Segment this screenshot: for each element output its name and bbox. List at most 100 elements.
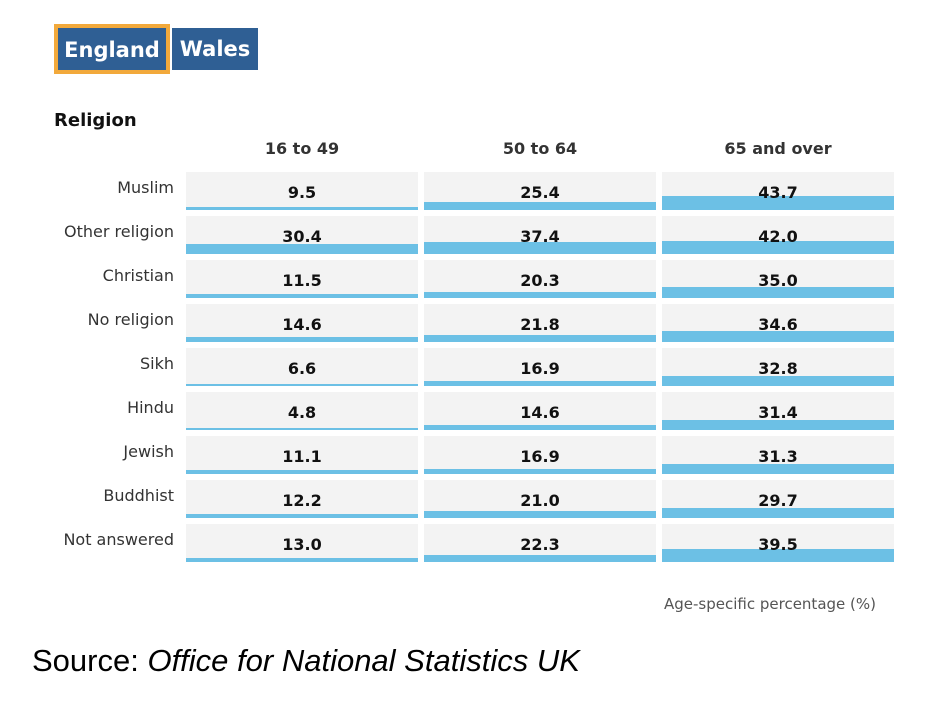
- value-bar: [186, 244, 418, 254]
- data-cell: 4.8: [186, 392, 418, 430]
- data-cell: 29.7: [662, 480, 894, 518]
- value-bar: [186, 337, 418, 342]
- row-label: Sikh: [139, 354, 174, 373]
- value-bar: [424, 292, 656, 298]
- row-label: Buddhist: [103, 486, 174, 505]
- value-bar: [424, 335, 656, 342]
- data-cell: 37.4: [424, 216, 656, 254]
- value-bar: [186, 558, 418, 562]
- value-label: 11.5: [282, 271, 322, 290]
- value-label: 4.8: [287, 403, 317, 422]
- value-label: 30.4: [282, 227, 322, 246]
- data-cell: 11.1: [186, 436, 418, 474]
- value-bar: [662, 331, 894, 342]
- value-label: 29.7: [758, 491, 798, 510]
- value-label: 16.9: [520, 447, 560, 466]
- value-label: 14.6: [520, 403, 560, 422]
- data-cell: 12.2: [186, 480, 418, 518]
- value-label: 14.6: [282, 315, 322, 334]
- tab-england[interactable]: England: [54, 24, 170, 74]
- value-label: 9.5: [287, 183, 317, 202]
- value-bar: [186, 470, 418, 474]
- column-header: 50 to 64: [502, 139, 578, 158]
- value-bar: [662, 196, 894, 210]
- value-label: 21.8: [520, 315, 560, 334]
- value-bar: [424, 555, 656, 562]
- source-name: Office for National Statistics UK: [147, 643, 580, 678]
- unit-note: Age-specific percentage (%): [664, 595, 876, 613]
- column-header: 16 to 49: [264, 139, 340, 158]
- value-bar: [424, 202, 656, 210]
- value-label: 12.2: [282, 491, 322, 510]
- value-bar: [424, 381, 656, 386]
- data-cell: 31.4: [662, 392, 894, 430]
- value-label: 13.0: [282, 535, 322, 554]
- value-bar: [186, 207, 418, 210]
- value-label: 22.3: [520, 535, 560, 554]
- value-label: 42.0: [758, 227, 798, 246]
- value-label: 39.5: [758, 535, 798, 554]
- value-bar: [662, 287, 894, 298]
- row-label: No religion: [87, 310, 174, 329]
- value-bar: [662, 376, 894, 386]
- data-cell: 6.6: [186, 348, 418, 386]
- value-bar: [186, 428, 418, 430]
- data-cell: 34.6: [662, 304, 894, 342]
- source-prefix: Source:: [32, 643, 148, 678]
- value-bar: [186, 514, 418, 518]
- data-cell: 43.7: [662, 172, 894, 210]
- value-label: 20.3: [520, 271, 560, 290]
- row-label: Other religion: [63, 222, 174, 241]
- data-cell: 42.0: [662, 216, 894, 254]
- row-label: Hindu: [127, 398, 174, 417]
- data-cell: 14.6: [186, 304, 418, 342]
- value-label: 31.3: [758, 447, 798, 466]
- data-cell: 39.5: [662, 524, 894, 562]
- value-label: 37.4: [520, 227, 560, 246]
- value-bar: [424, 469, 656, 474]
- value-bar: [424, 511, 656, 518]
- value-label: 35.0: [758, 271, 798, 290]
- value-bar: [662, 420, 894, 430]
- value-bar: [424, 242, 656, 254]
- value-bar: [662, 464, 894, 474]
- value-label: 16.9: [520, 359, 560, 378]
- data-cell: 35.0: [662, 260, 894, 298]
- data-cell: 31.3: [662, 436, 894, 474]
- data-cell: 21.8: [424, 304, 656, 342]
- value-label: 32.8: [758, 359, 798, 378]
- column-header: 65 and over: [724, 139, 832, 158]
- data-cell: 20.3: [424, 260, 656, 298]
- value-label: 11.1: [282, 447, 322, 466]
- data-cell: 13.0: [186, 524, 418, 562]
- row-label: Not answered: [63, 530, 174, 549]
- data-cell: 22.3: [424, 524, 656, 562]
- tab-wales[interactable]: Wales: [172, 28, 258, 70]
- data-cell: 9.5: [186, 172, 418, 210]
- row-header-title: Religion: [54, 110, 137, 131]
- value-label: 43.7: [758, 183, 798, 202]
- data-cell: 30.4: [186, 216, 418, 254]
- row-label: Christian: [102, 266, 174, 285]
- value-bar: [662, 241, 894, 254]
- value-bar: [424, 425, 656, 430]
- value-bar: [186, 384, 418, 386]
- value-label: 34.6: [758, 315, 798, 334]
- data-cell: 32.8: [662, 348, 894, 386]
- value-label: 21.0: [520, 491, 560, 510]
- value-bar: [186, 294, 418, 298]
- data-cell: 14.6: [424, 392, 656, 430]
- value-bar: [662, 549, 894, 562]
- data-cell: 11.5: [186, 260, 418, 298]
- data-cell: 16.9: [424, 436, 656, 474]
- value-label: 25.4: [520, 183, 560, 202]
- value-label: 6.6: [287, 359, 317, 378]
- value-label: 31.4: [758, 403, 798, 422]
- data-cell: 16.9: [424, 348, 656, 386]
- source-note: Source: Office for National Statistics U…: [32, 643, 580, 679]
- data-cell: 21.0: [424, 480, 656, 518]
- value-bar: [662, 508, 894, 518]
- row-label: Jewish: [123, 442, 174, 461]
- data-cell: 25.4: [424, 172, 656, 210]
- row-label: Muslim: [117, 178, 174, 197]
